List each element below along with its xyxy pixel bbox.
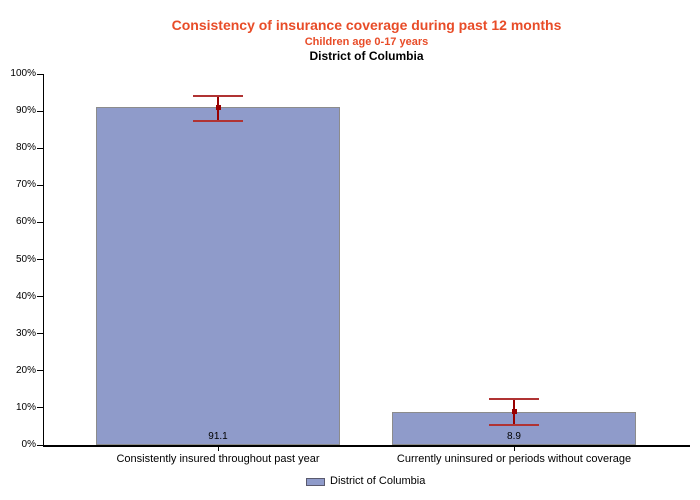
x-tick-mark <box>218 447 219 451</box>
error-bar-cap-top <box>489 397 539 400</box>
x-category-label: Consistently insured throughout past yea… <box>116 453 320 465</box>
chart-subtitle: Children age 0-17 years <box>304 36 429 48</box>
y-tick-mark <box>37 333 43 335</box>
legend-swatch <box>306 478 325 486</box>
y-tick-label: 50% <box>15 253 36 265</box>
error-bar-marker <box>511 409 517 415</box>
y-tick-label: 70% <box>15 179 36 191</box>
y-tick-label: 80% <box>15 142 36 154</box>
x-axis-line <box>43 445 690 447</box>
x-category-label: Currently uninsured or periods without c… <box>396 453 632 465</box>
y-tick-mark <box>37 259 43 260</box>
y-tick-mark <box>37 110 43 112</box>
y-tick-label: 100% <box>10 68 36 79</box>
error-bar-cap-bottom <box>489 423 539 426</box>
chart-region-title: District of Columbia <box>309 49 424 63</box>
y-tick-mark <box>37 407 43 409</box>
y-tick-mark <box>37 184 43 186</box>
y-tick-mark <box>37 73 43 75</box>
bar <box>96 107 340 445</box>
y-tick-label: 60% <box>15 216 36 228</box>
y-tick-label: 0% <box>21 439 36 450</box>
bar-value-label: 8.9 <box>507 431 521 442</box>
y-tick-label: 30% <box>15 327 36 339</box>
y-axis-line <box>43 74 44 445</box>
y-tick-mark <box>37 370 43 372</box>
y-tick-label: 40% <box>15 290 36 302</box>
error-bar-cap-top <box>193 95 243 98</box>
y-tick-label: 20% <box>15 364 36 376</box>
legend-label: District of Columbia <box>330 475 426 487</box>
bar-value-label: 91.1 <box>208 431 228 442</box>
chart-title: Consistency of insurance coverage during… <box>171 17 562 33</box>
error-bar-cap-bottom <box>193 120 243 123</box>
y-tick-mark <box>37 296 43 298</box>
y-tick-label: 90% <box>15 105 36 117</box>
legend: District of Columbia <box>0 475 700 495</box>
x-tick-mark <box>514 447 515 451</box>
error-bar-marker <box>215 104 221 110</box>
y-tick-mark <box>37 147 43 149</box>
y-tick-label: 10% <box>15 401 36 413</box>
y-tick-mark <box>37 444 43 446</box>
y-tick-mark <box>37 221 43 223</box>
